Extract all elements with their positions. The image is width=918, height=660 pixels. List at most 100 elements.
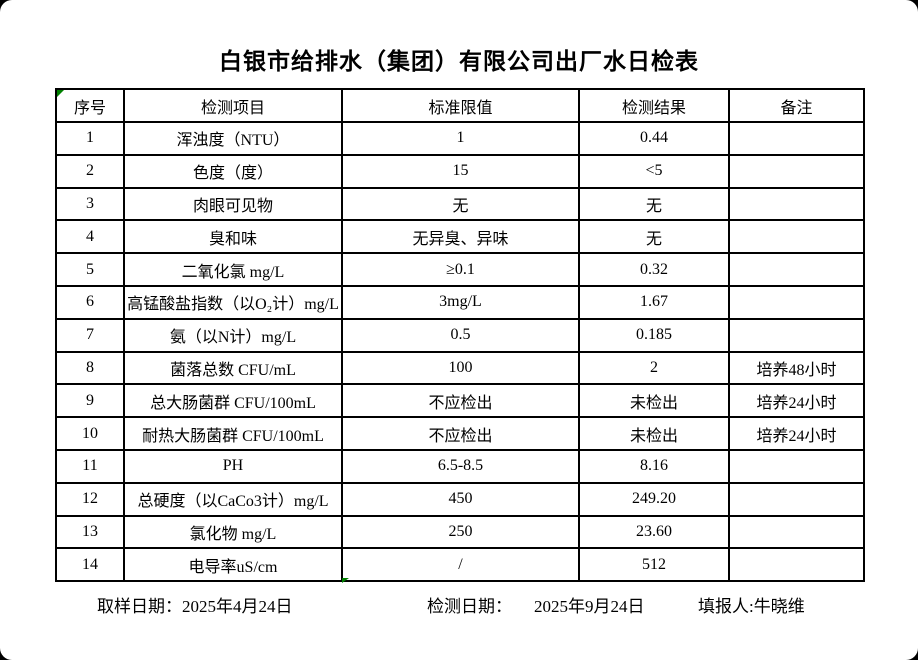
test-date: 检测日期： 2025年9月24日	[427, 592, 645, 617]
remarks-cell	[728, 284, 865, 320]
table-header: 序号 检测项目 标准限值 检测结果 备注	[55, 88, 865, 123]
test-item-cell: 肉眼可见物	[123, 186, 343, 222]
serial-number-cell: 6	[55, 284, 125, 320]
excel-flag-top-left-icon	[57, 90, 64, 97]
sampling-date-value: 2025年4月24日	[182, 597, 293, 616]
serial-number-cell: 9	[55, 383, 125, 419]
test-result-cell: 未检出	[578, 383, 730, 419]
table-row: 7 氨（以N计）mg/L 0.5 0.185	[55, 317, 865, 353]
remarks-cell	[728, 547, 865, 583]
test-result-cell: 无	[578, 186, 730, 222]
test-result-cell: 0.32	[578, 252, 730, 287]
test-date-value: 2025年9月24日	[534, 597, 645, 616]
standard-limit-cell: 不应检出	[341, 416, 580, 451]
serial-number-cell: 7	[55, 317, 125, 353]
remarks-cell	[728, 252, 865, 287]
standard-limit-cell: 250	[341, 514, 580, 550]
standard-limit-cell: 100	[341, 350, 580, 386]
standard-limit-cell: 无	[341, 186, 580, 222]
header-standard-limit: 标准限值	[341, 88, 580, 123]
serial-number-cell: 10	[55, 416, 125, 451]
table-row: 8 菌落总数 CFU/mL 100 2 培养48小时	[55, 350, 865, 386]
test-item-cell: 总硬度（以CaCo3计）mg/L	[123, 481, 343, 517]
remarks-cell	[728, 153, 865, 189]
table-row: 2 色度（度） 15 <5	[55, 153, 865, 189]
table-row: 4 臭和味 无异臭、异味无	[55, 219, 865, 255]
remarks-cell: 培养24小时	[728, 383, 865, 419]
standard-limit-cell: 15	[341, 153, 580, 189]
serial-number-cell: 2	[55, 153, 125, 189]
sampling-date: 取样日期：2025年4月24日	[97, 592, 293, 617]
serial-number-cell: 5	[55, 252, 125, 287]
header-remarks: 备注	[728, 88, 865, 123]
remarks-cell: 培养24小时	[728, 416, 865, 451]
serial-number-cell: 3	[55, 186, 125, 222]
test-result-cell: 249.20	[578, 481, 730, 517]
remarks-cell	[728, 481, 865, 517]
excel-flag-bottom-icon	[342, 578, 349, 583]
test-result-cell: 23.60	[578, 514, 730, 550]
inspection-table: 序号 检测项目 标准限值 检测结果 备注 1 浑浊度（NTU） 1 0.44 2 色度（度…	[55, 88, 865, 583]
remarks-cell	[728, 317, 865, 353]
serial-number-cell: 11	[55, 448, 125, 484]
table-row: 13 氯化物 mg/L 250 23.60	[55, 514, 865, 550]
table-row: 9 总大肠菌群 CFU/100mL 不应检出 未检出 培养24小时	[55, 383, 865, 419]
table-row: 1 浑浊度（NTU） 1 0.44	[55, 121, 865, 156]
reporter-value: 牛晓维	[753, 597, 805, 616]
reporter-label: 填报人:	[698, 597, 754, 616]
standard-limit-cell: /	[341, 547, 580, 583]
test-result-cell: 1.67	[578, 284, 730, 320]
test-item-cell: 浑浊度（NTU）	[123, 121, 343, 156]
remarks-cell	[728, 219, 865, 255]
test-item-cell: 氯化物 mg/L	[123, 514, 343, 550]
standard-limit-cell: 0.5	[341, 317, 580, 353]
page-title: 白银市给排水（集团）有限公司出厂水日检表	[219, 48, 699, 74]
test-item-cell: 总大肠菌群 CFU/100mL	[123, 383, 343, 419]
reporter: 填报人:牛晓维	[698, 592, 805, 617]
test-item-cell: 色度（度）	[123, 153, 343, 189]
header-test-result: 检测结果	[578, 88, 730, 123]
remarks-cell	[728, 448, 865, 484]
standard-limit-cell: 3mg/L	[341, 284, 580, 320]
remarks-cell: 培养48小时	[728, 350, 865, 386]
serial-number-cell: 4	[55, 219, 125, 255]
test-item-cell: PH	[123, 448, 343, 484]
sampling-date-label: 取样日期：	[97, 597, 182, 616]
table-row: 14 电导率uS/cm/512	[55, 547, 865, 583]
table-row: 3 肉眼可见物无无	[55, 186, 865, 222]
test-result-cell: 0.185	[578, 317, 730, 353]
standard-limit-cell: ≥0.1	[341, 252, 580, 287]
header-row: 序号 检测项目 标准限值 检测结果 备注	[55, 88, 865, 123]
remarks-cell	[728, 121, 865, 156]
header-serial-number: 序号	[55, 88, 125, 123]
test-item-cell: 菌落总数 CFU/mL	[123, 350, 343, 386]
header-test-item: 检测项目	[123, 88, 343, 123]
test-result-cell: 2	[578, 350, 730, 386]
table-row: 12 总硬度（以CaCo3计）mg/L 450 249.20	[55, 481, 865, 517]
test-result-cell: 512	[578, 547, 730, 583]
test-result-cell: 未检出	[578, 416, 730, 451]
standard-limit-cell: 1	[341, 121, 580, 156]
standard-limit-cell: 无异臭、异味	[341, 219, 580, 255]
test-date-label: 检测日期：	[427, 597, 512, 616]
test-item-cell: 臭和味	[123, 219, 343, 255]
test-result-cell: 0.44	[578, 121, 730, 156]
test-item-cell: 耐热大肠菌群 CFU/100mL	[123, 416, 343, 451]
standard-limit-cell: 不应检出	[341, 383, 580, 419]
table-row: 6 高锰酸盐指数（以O₂计）mg/L 3mg/L 1.67	[55, 284, 865, 320]
test-result-cell: 无	[578, 219, 730, 255]
serial-number-cell: 14	[55, 547, 125, 583]
test-result-cell: 8.16	[578, 448, 730, 484]
remarks-cell	[728, 514, 865, 550]
serial-number-cell: 13	[55, 514, 125, 550]
serial-number-cell: 8	[55, 350, 125, 386]
test-result-cell: <5	[578, 153, 730, 189]
standard-limit-cell: 6.5-8.5	[341, 448, 580, 484]
standard-limit-cell: 450	[341, 481, 580, 517]
table-body: 1 浑浊度（NTU） 1 0.44 2 色度（度） 15 <5 3 肉眼可见物无无 4 臭和味 无异臭、…	[55, 121, 865, 583]
remarks-cell	[728, 186, 865, 222]
serial-number-cell: 1	[55, 121, 125, 156]
table-row: 11 PH 6.5-8.5 8.16	[55, 448, 865, 484]
test-item-cell: 高锰酸盐指数（以O₂计）mg/L	[123, 284, 343, 320]
